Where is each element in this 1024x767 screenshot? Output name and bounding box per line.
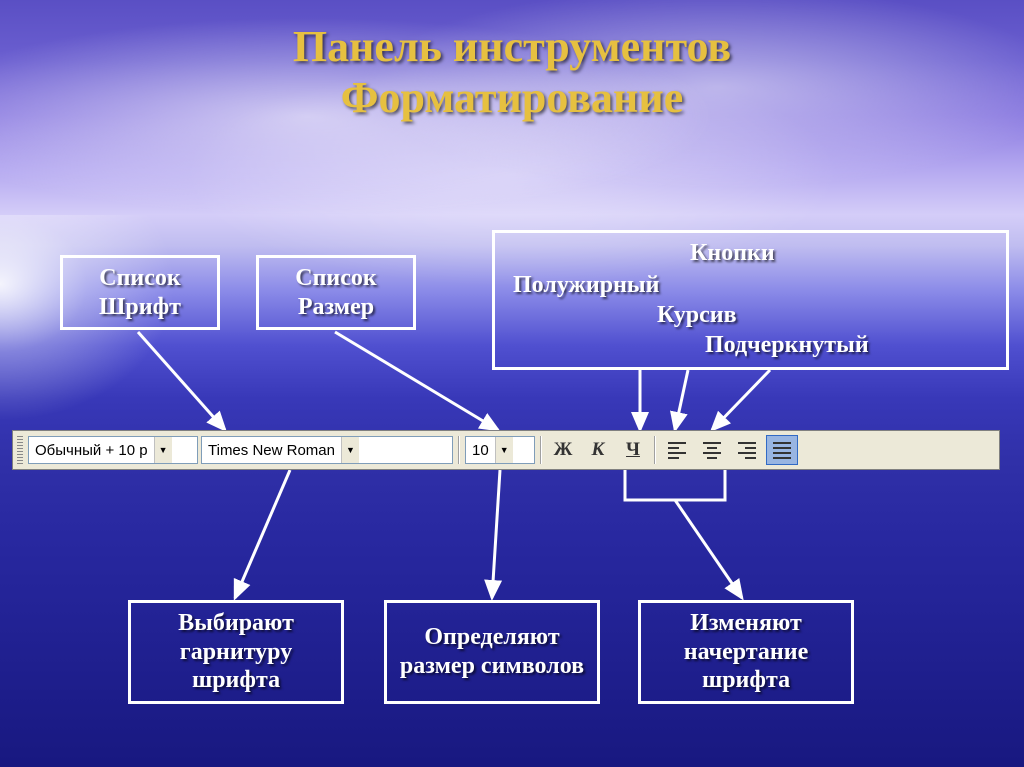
align-center-button[interactable] — [696, 435, 728, 465]
align-left-icon — [668, 442, 686, 459]
title-line2: Форматирование — [0, 73, 1024, 124]
align-left-button[interactable] — [661, 435, 693, 465]
label-italic: Курсив — [657, 301, 737, 330]
label-change-style-text: Изменяют начертание шрифта — [651, 609, 841, 695]
align-right-icon — [738, 442, 756, 459]
label-buttons-group: Кнопки Полужирный Курсив Подчеркнутый — [492, 230, 1009, 370]
style-combo-text: Обычный + 10 р — [29, 442, 154, 459]
chevron-down-icon[interactable]: ▼ — [495, 437, 513, 463]
font-combo-text: Times New Roman — [202, 442, 341, 459]
chevron-down-icon[interactable]: ▼ — [341, 437, 359, 463]
italic-button[interactable]: К — [582, 435, 614, 465]
label-choose-font: Выбирают гарнитуру шрифта — [128, 600, 344, 704]
label-define-size: Определяют размер символов — [384, 600, 600, 704]
size-combo-text: 10 — [466, 442, 495, 459]
label-font-list: Список Шрифт — [60, 255, 220, 330]
separator — [458, 436, 460, 464]
label-font-list-text: Список Шрифт — [99, 264, 181, 322]
style-combo[interactable]: Обычный + 10 р ▼ — [28, 436, 198, 464]
align-right-button[interactable] — [731, 435, 763, 465]
label-underline: Подчеркнутый — [705, 331, 869, 360]
page-title: Панель инструментов Форматирование — [0, 22, 1024, 123]
label-bold: Полужирный — [513, 271, 659, 300]
label-size-list-text: Список Размер — [295, 264, 376, 322]
label-change-style: Изменяют начертание шрифта — [638, 600, 854, 704]
underline-button[interactable]: Ч — [617, 435, 649, 465]
formatting-toolbar: Обычный + 10 р ▼ Times New Roman ▼ 10 ▼ … — [12, 430, 1000, 470]
toolbar-handle[interactable] — [17, 436, 23, 464]
font-combo[interactable]: Times New Roman ▼ — [201, 436, 453, 464]
align-justify-button[interactable] — [766, 435, 798, 465]
label-choose-font-text: Выбирают гарнитуру шрифта — [141, 609, 331, 695]
label-size-list: Список Размер — [256, 255, 416, 330]
align-center-icon — [703, 442, 721, 459]
separator — [540, 436, 542, 464]
size-combo[interactable]: 10 ▼ — [465, 436, 535, 464]
chevron-down-icon[interactable]: ▼ — [154, 437, 172, 463]
label-define-size-text: Определяют размер символов — [397, 623, 587, 681]
bold-button[interactable]: Ж — [547, 435, 579, 465]
separator — [654, 436, 656, 464]
label-buttons-title: Кнопки — [690, 239, 775, 268]
title-line1: Панель инструментов — [0, 22, 1024, 73]
align-justify-icon — [773, 442, 791, 459]
